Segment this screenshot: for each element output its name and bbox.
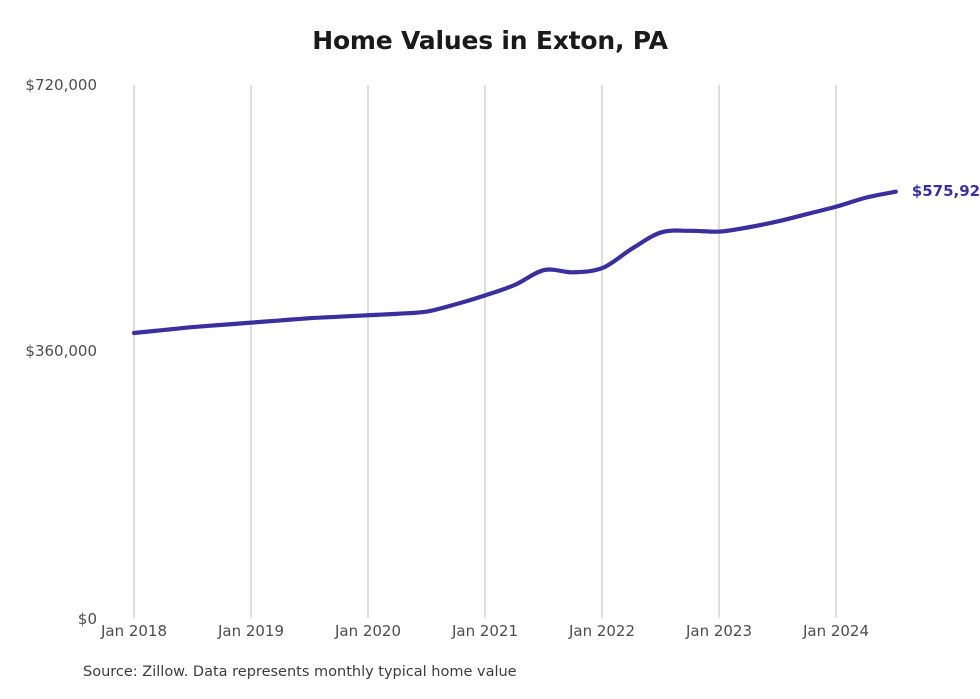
ytick-label-360000: $360,000: [25, 342, 97, 360]
xtick-label-jan-2024: Jan 2024: [802, 622, 870, 640]
xtick-label-jan-2022: Jan 2022: [568, 622, 636, 640]
xtick-label-jan-2023: Jan 2023: [685, 622, 753, 640]
home-value-line-series: [131, 189, 898, 336]
xtick-label-jan-2018: Jan 2018: [100, 622, 168, 640]
source-note: Source: Zillow. Data represents monthly …: [83, 664, 517, 680]
end-value-annotation: $575,924: [911, 181, 980, 200]
chart-title: Home Values in Exton, PA: [312, 26, 668, 55]
xtick-label-jan-2019: Jan 2019: [217, 622, 285, 640]
ytick-label-720000: $720,000: [25, 76, 97, 94]
gridlines: [133, 85, 837, 618]
xtick-label-jan-2020: Jan 2020: [334, 622, 402, 640]
xtick-label-jan-2021: Jan 2021: [451, 622, 519, 640]
ytick-label-0: $0: [77, 610, 97, 628]
